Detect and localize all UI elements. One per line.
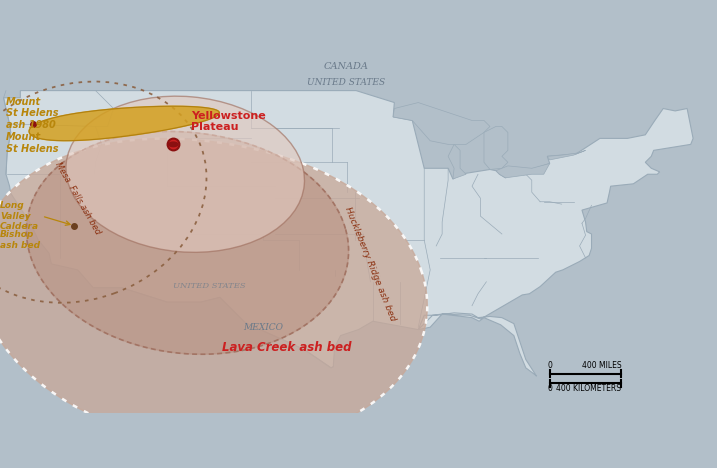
Text: 400 MILES: 400 MILES [581,361,622,370]
Text: UNITED STATES: UNITED STATES [308,78,386,87]
Text: Yellowstone
Plateau: Yellowstone Plateau [191,111,266,132]
Text: Mount
St Helens: Mount St Helens [6,132,59,154]
Text: Bishop
ash bed: Bishop ash bed [0,230,40,249]
Polygon shape [484,126,508,169]
Text: MEXICO: MEXICO [243,322,283,332]
Text: Mount
St Helens
ash 1980: Mount St Helens ash 1980 [6,96,59,130]
Polygon shape [0,55,717,413]
Text: UNITED STATES: UNITED STATES [173,282,245,290]
Polygon shape [496,163,550,178]
Ellipse shape [66,96,305,252]
Polygon shape [393,102,490,144]
Text: CANADA: CANADA [324,62,369,71]
Polygon shape [4,91,693,376]
Text: 0: 0 [547,361,552,370]
Polygon shape [547,150,586,160]
Text: Long
Valley
Caldera: Long Valley Caldera [0,201,39,231]
Text: 400 KILOMETERS: 400 KILOMETERS [556,384,622,393]
Text: Lava Creek ash bed: Lava Creek ash bed [222,341,351,354]
Polygon shape [448,144,466,179]
Ellipse shape [168,141,179,147]
Polygon shape [29,106,219,141]
Text: Mesa  Falls ash bed: Mesa Falls ash bed [53,161,102,236]
Text: Huckleberry Ridge ash bed: Huckleberry Ridge ash bed [343,205,397,322]
Text: 0: 0 [547,384,552,393]
Polygon shape [0,139,427,445]
Polygon shape [27,132,348,354]
